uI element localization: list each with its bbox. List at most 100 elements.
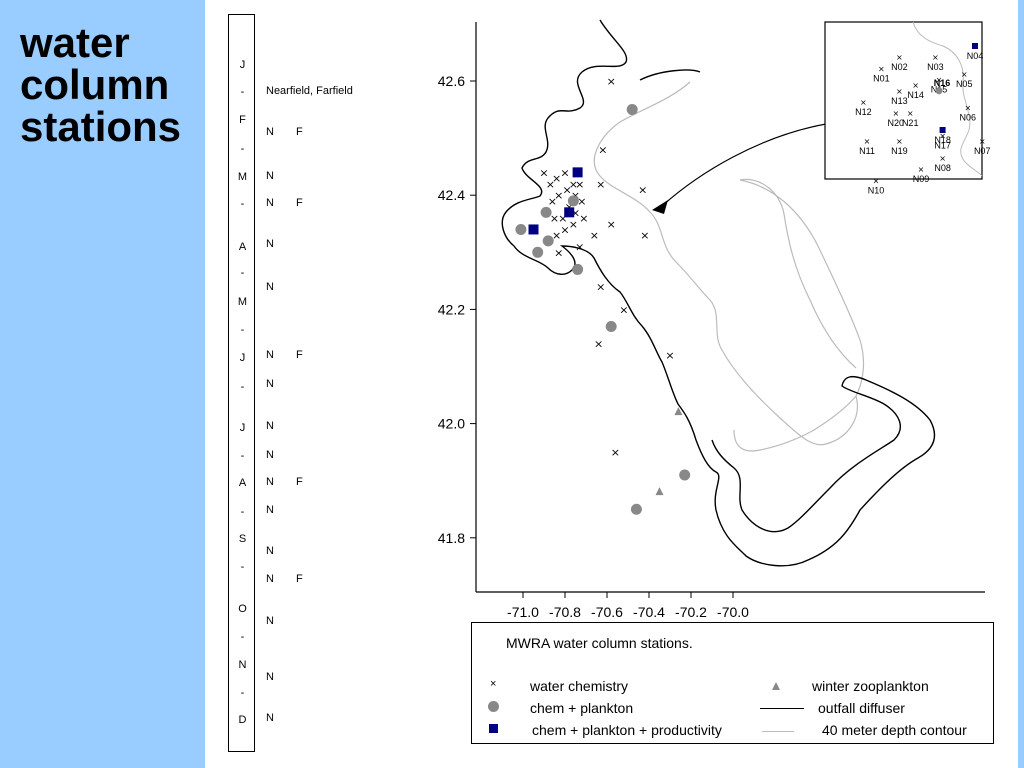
- nearfield-survey: N: [266, 504, 274, 516]
- month-label: D: [238, 714, 247, 726]
- inset-cross-marker: ×: [932, 53, 939, 62]
- month-label: J: [239, 59, 246, 71]
- inset-station-label: N18: [934, 135, 951, 145]
- arrow-line: [661, 123, 827, 207]
- farfield-survey: F: [296, 349, 303, 361]
- water-chemistry-station: ×: [569, 178, 578, 191]
- survey-header: Nearfield, Farfield: [266, 85, 353, 97]
- nearfield-survey: N: [266, 420, 274, 432]
- inset-station-label: N06: [960, 113, 977, 123]
- month-label: A: [238, 477, 247, 489]
- x-tick-label: -70.0: [717, 604, 749, 620]
- inset-cross-marker: ×: [964, 104, 971, 113]
- water-chemistry-station: ×: [560, 223, 569, 236]
- productivity-station: [564, 207, 575, 218]
- chem-plankton-station: [630, 503, 642, 515]
- water-chemistry-station: ×: [640, 229, 649, 242]
- inset-station-label: N05: [956, 79, 973, 89]
- water-chemistry-station: ×: [571, 189, 580, 202]
- triangle-symbol: [772, 677, 780, 693]
- chem-plankton-station: [605, 321, 617, 333]
- circle-symbol: [488, 699, 499, 715]
- month-label: J: [239, 422, 246, 434]
- inset-square-marker: [939, 127, 946, 133]
- water-chemistry-station: ×: [539, 166, 548, 179]
- depth-contour-inner: [739, 178, 857, 369]
- water-chemistry-station: ×: [607, 75, 616, 88]
- water-chemistry-station: ×: [565, 201, 574, 214]
- legend-depth-contour: 40 meter depth contour: [822, 722, 967, 738]
- month-label: N: [238, 659, 247, 671]
- farfield-survey: F: [296, 476, 303, 488]
- inset-circle-marker: [935, 87, 943, 95]
- water-chemistry-station: ×: [546, 178, 555, 191]
- inset-cross-marker: ×: [939, 132, 946, 141]
- water-chemistry-station: ×: [596, 281, 605, 294]
- inset-station-label: N19: [891, 146, 908, 156]
- water-chemistry-station: ×: [569, 218, 578, 231]
- month-label: J: [239, 352, 246, 364]
- chem-plankton-station: [542, 235, 554, 247]
- y-tick-label: 42.2: [438, 301, 465, 317]
- y-tick-label: 42.4: [438, 187, 465, 203]
- month-label: -: [240, 631, 245, 643]
- nearfield-survey: N: [266, 615, 274, 627]
- month-label: O: [238, 603, 247, 615]
- inset-cross-marker: ×: [892, 109, 899, 118]
- water-chemistry-station: ×: [619, 303, 628, 316]
- nearfield-survey: N: [266, 573, 274, 585]
- legend-water-chemistry: water chemistry: [530, 678, 629, 694]
- water-chemistry-station: ×: [665, 349, 674, 362]
- inset-station-label: N10: [868, 185, 885, 195]
- legend: MWRA water column stations. × water chem…: [471, 622, 994, 744]
- month-label: -: [240, 267, 245, 279]
- chem-plankton-station: [567, 195, 579, 207]
- chem-plankton-station: [679, 469, 691, 481]
- zooplankton-station: [674, 407, 683, 416]
- station-markers: ×××××××××××××× ××××× × ××× ××× ×× × ××××: [515, 75, 691, 515]
- inset-station-label: N13: [891, 96, 908, 106]
- inset-cross-marker: ×: [907, 109, 914, 118]
- cross-symbol: ×: [490, 678, 497, 690]
- inset-station-label: N08: [934, 163, 951, 173]
- depth-contour-west: [593, 81, 858, 446]
- inset-cross-marker: ×: [864, 137, 871, 146]
- legend-outfall-diffuser: outfall diffuser: [818, 700, 905, 716]
- nearfield-survey: N: [266, 712, 274, 724]
- water-chemistry-station: ×: [575, 178, 584, 191]
- slide-title: water column stations: [20, 19, 182, 150]
- water-chemistry-station: ×: [594, 338, 603, 351]
- inset-cross-marker: ×: [896, 137, 903, 146]
- timeline-months: J - F - M - A - M - J - J - A - S - O - N - D: [228, 14, 255, 752]
- month-label: S: [238, 533, 247, 545]
- inset-station-label: N12: [855, 107, 872, 117]
- inset-station-label: N14: [907, 90, 924, 100]
- month-label: A: [238, 241, 247, 253]
- inset-station-label: N16: [934, 78, 951, 88]
- water-chemistry-station: ×: [548, 195, 557, 208]
- inset-cross-marker: ×: [936, 76, 943, 85]
- inset-station-label: N21: [902, 118, 919, 128]
- water-chemistry-station: ×: [596, 178, 605, 191]
- square-symbol: [489, 720, 498, 736]
- nearfield-survey: N: [266, 197, 274, 209]
- inset-station-label: N07: [974, 146, 991, 156]
- inset-cross-marker: ×: [961, 70, 968, 79]
- inset-square-marker: [972, 43, 978, 49]
- month-label: M: [237, 171, 248, 183]
- contour-line-symbol: [762, 722, 794, 738]
- outfall-arrow: [652, 123, 827, 214]
- month-label: F: [239, 114, 246, 126]
- inset-cross-marker: ×: [912, 81, 919, 90]
- month-label: -: [240, 324, 245, 336]
- farfield-survey: F: [296, 573, 303, 585]
- arrow-head: [652, 200, 668, 214]
- inset-station-label: N01: [873, 73, 890, 83]
- depth-contour-east: [733, 179, 865, 452]
- water-chemistry-station: ×: [571, 206, 580, 219]
- productivity-station: [572, 167, 583, 178]
- water-chemistry-station: ×: [611, 446, 620, 459]
- nearfield-survey: N: [266, 476, 274, 488]
- nearfield-survey: N: [266, 349, 274, 361]
- legend-chem-plankton: chem + plankton: [530, 700, 634, 716]
